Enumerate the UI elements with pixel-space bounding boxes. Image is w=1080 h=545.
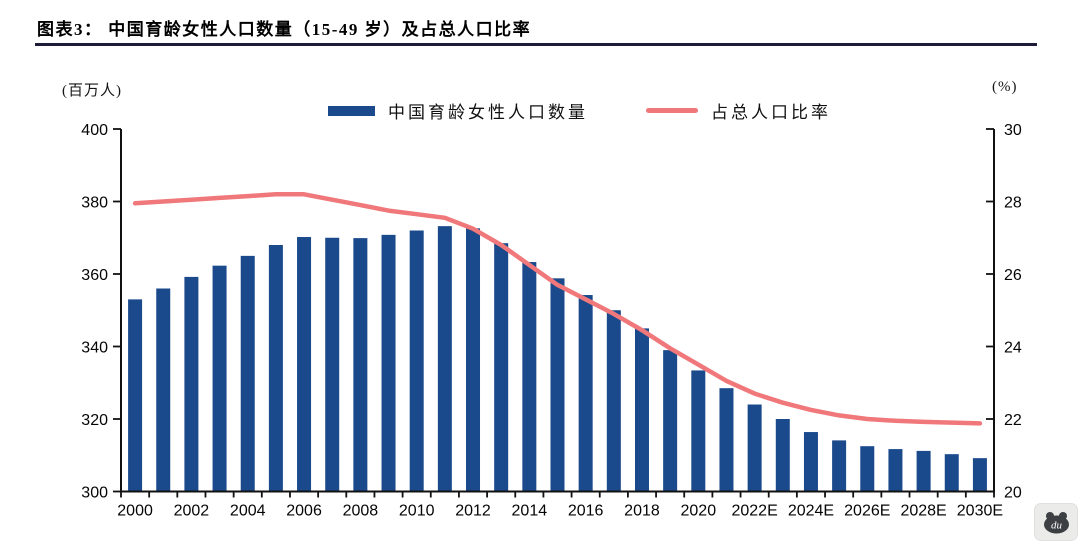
bar-2016 (578, 295, 593, 492)
bar-2009 (381, 234, 396, 492)
bar-2000 (128, 299, 143, 492)
bar-2012 (466, 228, 481, 492)
watermark-badge: du (1034, 503, 1078, 541)
legend-bar-label: 中国育龄女性人口数量 (388, 103, 588, 122)
bar-2024 (803, 432, 818, 492)
bar-2008 (353, 238, 368, 492)
bar-2010 (409, 230, 424, 492)
left-tick-label: 320 (81, 412, 108, 429)
bar-2007 (325, 237, 340, 492)
bar-2023 (775, 419, 790, 492)
left-tick-label: 360 (81, 267, 108, 284)
x-tick-label: 2022E (731, 503, 777, 520)
right-tick-label: 30 (1004, 122, 1022, 139)
legend-bar-swatch-icon (328, 105, 375, 116)
x-tick-label: 2016 (568, 503, 604, 520)
right-tick-label: 28 (1004, 195, 1022, 212)
bar-2021 (719, 388, 734, 492)
bar-2003 (212, 265, 227, 492)
bar-2020 (691, 370, 706, 492)
x-tick-label: 2004 (230, 503, 266, 520)
bar-2011 (437, 226, 452, 492)
left-tick-label: 300 (81, 485, 108, 502)
title-rule (35, 43, 1037, 46)
x-tick-label: 2012 (455, 503, 491, 520)
legend-item-bars: 中国育龄女性人口数量 (328, 98, 588, 123)
left-tick-label: 400 (81, 122, 108, 139)
x-tick-label: 2006 (286, 503, 322, 520)
x-tick-label: 2024E (788, 503, 834, 520)
bar-2001 (156, 288, 171, 492)
x-tick-label: 2008 (343, 503, 379, 520)
bar-2004 (240, 255, 255, 492)
legend-item-line: 占总人口比率 (646, 98, 831, 123)
bar-2018 (634, 328, 649, 492)
x-tick-label: 2026E (844, 503, 890, 520)
x-tick-label: 2030E (957, 503, 1003, 520)
left-tick-label: 340 (81, 340, 108, 357)
figure-title: 图表3： 中国育龄女性人口数量（15-49 岁）及占总人口比率 (37, 20, 532, 39)
bar-2022 (747, 404, 762, 492)
ratio-line (132, 192, 983, 426)
x-tick-label: 2020 (681, 503, 717, 520)
bar-2029 (944, 454, 959, 492)
bar-2005 (268, 245, 283, 492)
bar-2002 (184, 276, 199, 492)
bar-2019 (663, 350, 678, 492)
x-tick-label: 2002 (174, 503, 210, 520)
x-tick-label: 2018 (624, 503, 660, 520)
legend-line-swatch-icon (646, 108, 698, 113)
left-axis-unit: (百万人) (62, 83, 122, 99)
bar-2028 (916, 450, 931, 492)
bar-2026 (860, 446, 875, 492)
x-tick-label: 2010 (399, 503, 435, 520)
bar-2030 (972, 458, 987, 492)
bar-2015 (550, 278, 565, 492)
bar-2027 (888, 449, 903, 492)
bar-2006 (297, 237, 312, 492)
x-tick-label: 2000 (117, 503, 153, 520)
right-tick-label: 20 (1004, 485, 1022, 502)
baidu-bear-icon: du (1043, 511, 1069, 533)
bar-2017 (606, 310, 621, 492)
right-tick-label: 24 (1004, 340, 1022, 357)
left-tick-label: 380 (81, 195, 108, 212)
bar-2013 (494, 243, 509, 492)
chart-legend: 中国育龄女性人口数量 占总人口比率 (328, 98, 831, 123)
x-tick-label: 2014 (512, 503, 548, 520)
bar-2025 (832, 440, 847, 492)
right-tick-label: 26 (1004, 267, 1022, 284)
bar-2014 (522, 262, 537, 492)
right-tick-label: 22 (1004, 412, 1022, 429)
legend-line-label: 占总人口比率 (711, 103, 831, 122)
right-axis-unit: (%) (992, 79, 1018, 95)
watermark-text: du (1051, 519, 1063, 531)
x-tick-label: 2028E (900, 503, 946, 520)
